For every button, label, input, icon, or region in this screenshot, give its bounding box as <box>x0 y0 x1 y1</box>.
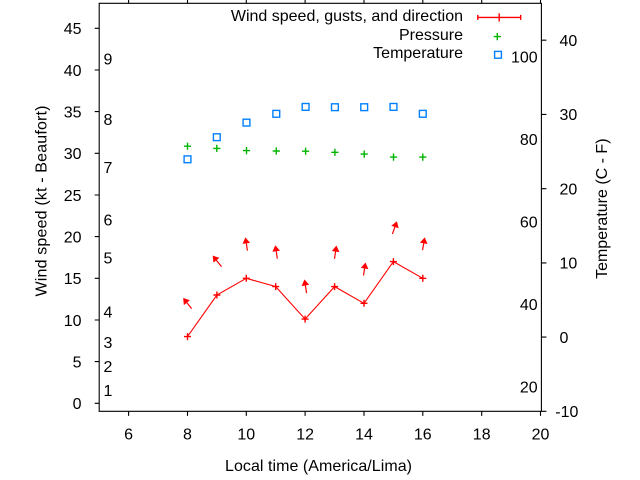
svg-text:45: 45 <box>64 21 82 38</box>
svg-text:8: 8 <box>104 112 113 129</box>
svg-text:6: 6 <box>124 426 133 443</box>
svg-text:10: 10 <box>64 313 82 330</box>
svg-text:14: 14 <box>355 426 373 443</box>
svg-text:Wind speed (kt - Beaufort): Wind speed (kt - Beaufort) <box>34 106 51 297</box>
svg-text:30: 30 <box>560 107 578 124</box>
svg-text:5: 5 <box>104 251 113 268</box>
svg-text:80: 80 <box>520 132 538 149</box>
svg-text:Pressure: Pressure <box>399 27 463 44</box>
svg-text:40: 40 <box>64 63 82 80</box>
svg-text:3: 3 <box>104 335 113 352</box>
svg-text:9: 9 <box>104 52 113 69</box>
svg-text:Temperature (C - F): Temperature (C - F) <box>594 138 611 278</box>
svg-text:100: 100 <box>511 50 538 67</box>
svg-text:10: 10 <box>560 256 578 273</box>
svg-text:2: 2 <box>104 359 113 376</box>
svg-text:20: 20 <box>64 229 82 246</box>
svg-text:40: 40 <box>560 33 578 50</box>
svg-text:12: 12 <box>296 426 314 443</box>
svg-text:16: 16 <box>414 426 432 443</box>
svg-text:0: 0 <box>73 396 82 413</box>
svg-text:15: 15 <box>64 271 82 288</box>
svg-text:5: 5 <box>73 354 82 371</box>
svg-text:10: 10 <box>237 426 255 443</box>
svg-text:35: 35 <box>64 104 82 121</box>
svg-text:20: 20 <box>560 182 578 199</box>
svg-text:6: 6 <box>104 212 113 229</box>
svg-text:4: 4 <box>104 304 113 321</box>
svg-text:20: 20 <box>532 426 550 443</box>
svg-text:60: 60 <box>520 214 538 231</box>
svg-text:Temperature: Temperature <box>373 45 463 62</box>
svg-text:7: 7 <box>104 160 113 177</box>
svg-text:-10: -10 <box>555 404 578 421</box>
svg-text:Local time (America/Lima): Local time (America/Lima) <box>225 458 412 475</box>
svg-text:0: 0 <box>560 330 569 347</box>
svg-text:30: 30 <box>64 146 82 163</box>
svg-text:25: 25 <box>64 188 82 205</box>
svg-text:Wind speed, gusts, and directi: Wind speed, gusts, and direction <box>231 8 463 25</box>
svg-text:1: 1 <box>104 383 113 400</box>
svg-text:40: 40 <box>520 297 538 314</box>
svg-text:8: 8 <box>183 426 192 443</box>
svg-text:18: 18 <box>473 426 491 443</box>
svg-text:20: 20 <box>520 379 538 396</box>
